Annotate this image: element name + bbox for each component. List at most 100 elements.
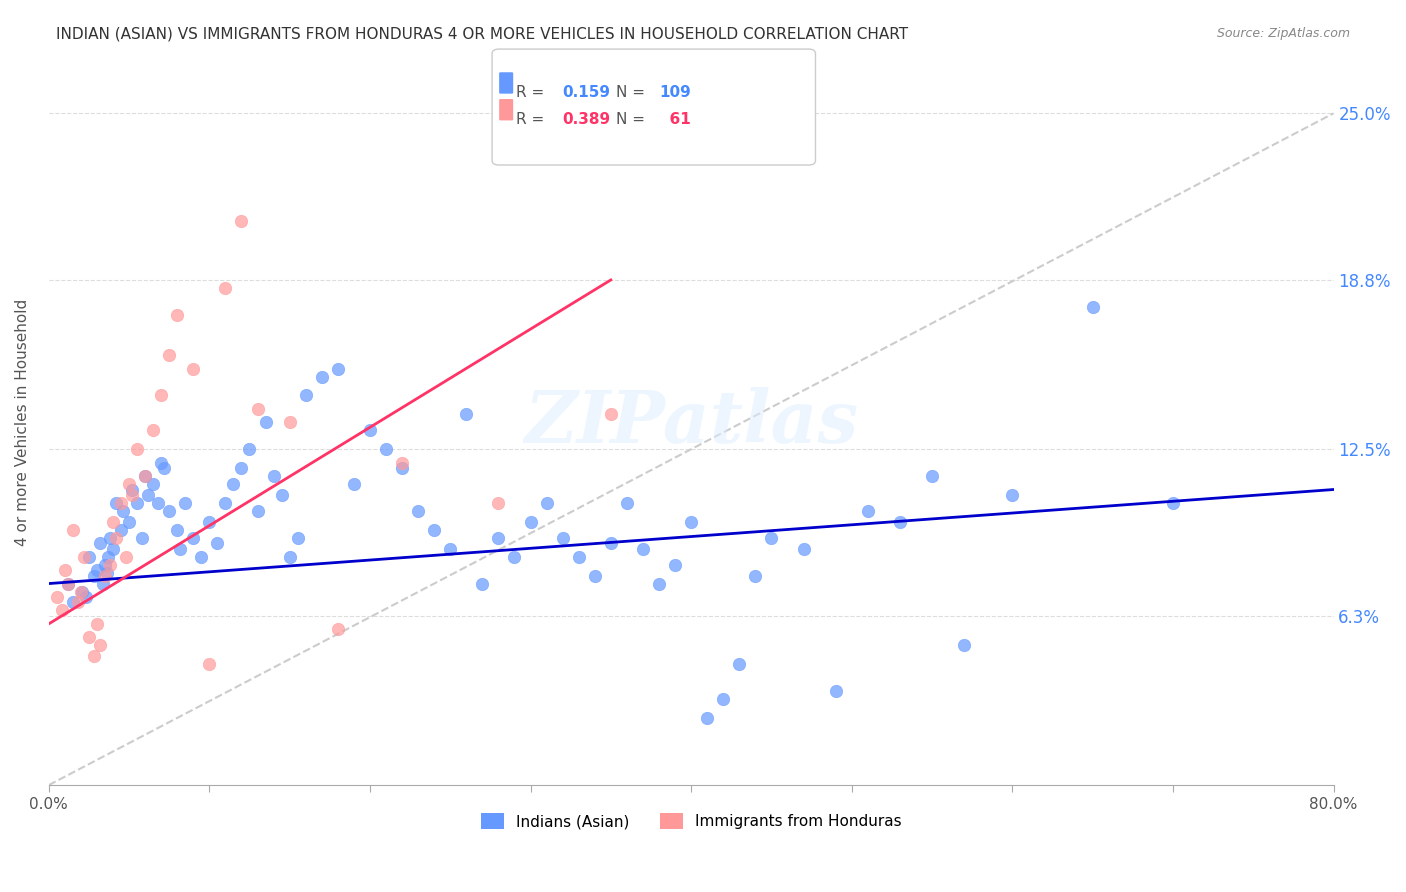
Indians (Asian) — [359, 424, 381, 438]
Immigrants from Honduras — [89, 639, 111, 653]
Indians (Asian) — [793, 541, 815, 556]
Text: R =: R = — [516, 85, 550, 100]
Immigrants from Honduras — [94, 568, 117, 582]
Indians (Asian) — [536, 496, 558, 510]
Indians (Asian) — [93, 576, 115, 591]
Immigrants from Honduras — [51, 603, 73, 617]
Indians (Asian) — [599, 536, 621, 550]
Indians (Asian) — [214, 496, 236, 510]
Immigrants from Honduras — [214, 281, 236, 295]
Text: 0.159: 0.159 — [562, 85, 610, 100]
Immigrants from Honduras — [86, 616, 108, 631]
Immigrants from Honduras — [134, 469, 156, 483]
Immigrants from Honduras — [83, 649, 105, 664]
Immigrants from Honduras — [486, 496, 509, 510]
Indians (Asian) — [174, 496, 197, 510]
Indians (Asian) — [631, 541, 654, 556]
Indians (Asian) — [142, 477, 165, 491]
Indians (Asian) — [1001, 488, 1024, 502]
Immigrants from Honduras — [118, 477, 141, 491]
Text: 109: 109 — [659, 85, 692, 100]
Indians (Asian) — [648, 576, 671, 591]
Indians (Asian) — [616, 496, 638, 510]
Indians (Asian) — [136, 488, 159, 502]
Indians (Asian) — [696, 711, 718, 725]
Indians (Asian) — [744, 568, 766, 582]
Immigrants from Honduras — [157, 348, 180, 362]
Indians (Asian) — [72, 584, 94, 599]
Immigrants from Honduras — [142, 424, 165, 438]
Indians (Asian) — [1161, 496, 1184, 510]
Indians (Asian) — [406, 504, 429, 518]
Indians (Asian) — [111, 504, 134, 518]
Immigrants from Honduras — [56, 576, 79, 591]
Immigrants from Honduras — [77, 630, 100, 644]
Indians (Asian) — [270, 488, 292, 502]
Immigrants from Honduras — [53, 563, 76, 577]
Indians (Asian) — [921, 469, 943, 483]
Indians (Asian) — [125, 496, 148, 510]
Immigrants from Honduras — [45, 590, 67, 604]
Legend: Indians (Asian), Immigrants from Honduras: Indians (Asian), Immigrants from Hondura… — [475, 807, 908, 836]
Indians (Asian) — [98, 531, 121, 545]
Immigrants from Honduras — [101, 515, 124, 529]
Immigrants from Honduras — [110, 496, 132, 510]
Immigrants from Honduras — [125, 442, 148, 457]
Indians (Asian) — [326, 361, 349, 376]
Indians (Asian) — [101, 541, 124, 556]
Indians (Asian) — [568, 549, 591, 564]
Indians (Asian) — [190, 549, 212, 564]
Indians (Asian) — [856, 504, 879, 518]
Indians (Asian) — [86, 563, 108, 577]
Indians (Asian) — [375, 442, 398, 457]
Text: 0.389: 0.389 — [562, 112, 610, 127]
Indians (Asian) — [889, 515, 911, 529]
Text: N =: N = — [616, 85, 650, 100]
Immigrants from Honduras — [278, 415, 301, 429]
Indians (Asian) — [56, 576, 79, 591]
Indians (Asian) — [198, 515, 221, 529]
Indians (Asian) — [728, 657, 751, 672]
Indians (Asian) — [456, 407, 478, 421]
Indians (Asian) — [153, 461, 176, 475]
Immigrants from Honduras — [70, 584, 93, 599]
Indians (Asian) — [181, 531, 204, 545]
Indians (Asian) — [503, 549, 526, 564]
Text: 61: 61 — [659, 112, 692, 127]
Immigrants from Honduras — [599, 407, 621, 421]
Indians (Asian) — [166, 523, 188, 537]
Immigrants from Honduras — [98, 558, 121, 572]
Indians (Asian) — [105, 496, 128, 510]
Indians (Asian) — [471, 576, 494, 591]
Immigrants from Honduras — [62, 523, 84, 537]
Indians (Asian) — [1081, 300, 1104, 314]
Indians (Asian) — [423, 523, 446, 537]
Immigrants from Honduras — [150, 388, 173, 402]
Indians (Asian) — [89, 536, 111, 550]
Indians (Asian) — [551, 531, 574, 545]
Indians (Asian) — [110, 523, 132, 537]
Immigrants from Honduras — [391, 456, 413, 470]
Immigrants from Honduras — [198, 657, 221, 672]
Indians (Asian) — [75, 590, 97, 604]
Immigrants from Honduras — [166, 308, 188, 322]
Indians (Asian) — [207, 536, 229, 550]
Immigrants from Honduras — [66, 595, 89, 609]
Immigrants from Honduras — [73, 549, 96, 564]
Indians (Asian) — [77, 549, 100, 564]
Indians (Asian) — [664, 558, 686, 572]
Indians (Asian) — [681, 515, 703, 529]
Indians (Asian) — [150, 456, 173, 470]
Indians (Asian) — [391, 461, 413, 475]
Indians (Asian) — [96, 566, 118, 580]
Immigrants from Honduras — [105, 531, 128, 545]
Indians (Asian) — [294, 388, 316, 402]
Indians (Asian) — [246, 504, 269, 518]
Indians (Asian) — [711, 692, 734, 706]
Indians (Asian) — [231, 461, 253, 475]
Indians (Asian) — [134, 469, 156, 483]
Immigrants from Honduras — [114, 549, 136, 564]
Indians (Asian) — [222, 477, 245, 491]
Text: R =: R = — [516, 112, 550, 127]
Indians (Asian) — [146, 496, 169, 510]
